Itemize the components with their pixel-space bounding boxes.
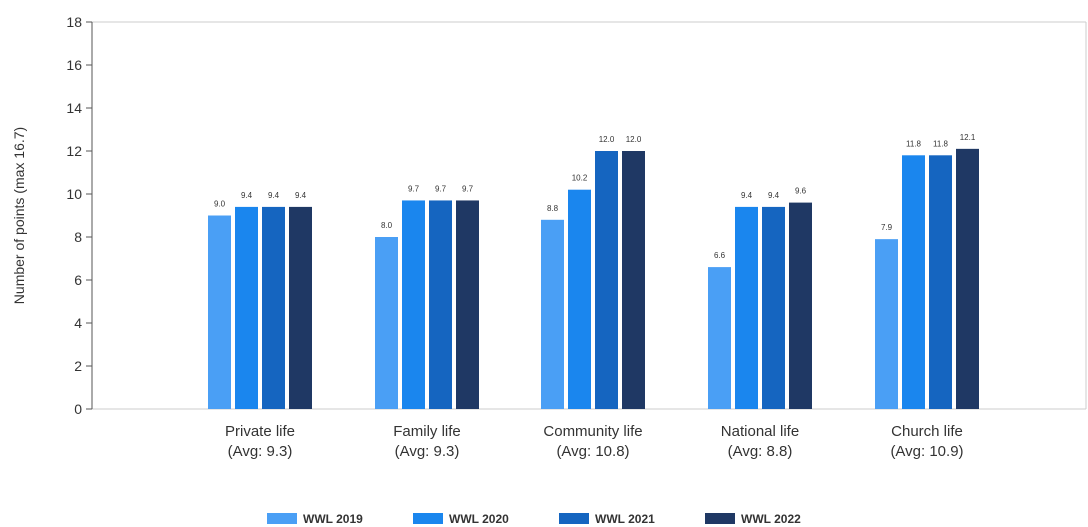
data-label: 8.0 xyxy=(381,221,393,230)
legend-swatch xyxy=(413,513,443,524)
bar xyxy=(595,151,618,409)
legend-swatch xyxy=(559,513,589,524)
bar xyxy=(429,200,452,409)
data-label: 9.6 xyxy=(795,187,807,196)
bar xyxy=(402,200,425,409)
data-label: 11.8 xyxy=(906,139,922,148)
data-label: 9.4 xyxy=(741,191,753,200)
y-tick-label: 16 xyxy=(66,57,82,73)
y-tick-label: 10 xyxy=(66,186,82,202)
y-axis: 0 2 4 6 8 10 12 14 16 18 Number of points (max 16.… xyxy=(11,14,93,417)
y-tick-label: 8 xyxy=(74,229,82,245)
bars xyxy=(208,148,979,409)
legend-swatch xyxy=(705,513,735,524)
legend-label: WWL 2019 xyxy=(303,512,363,526)
bar xyxy=(208,215,231,409)
legend-label: WWL 2021 xyxy=(595,512,655,526)
data-label: 9.4 xyxy=(295,191,307,200)
bar xyxy=(622,151,645,409)
data-label: 10.2 xyxy=(572,174,588,183)
bar xyxy=(568,189,591,409)
data-label: 9.4 xyxy=(768,191,780,200)
bar xyxy=(735,206,758,409)
category-sublabel: (Avg: 8.8) xyxy=(728,443,793,460)
y-tick-label: 2 xyxy=(74,358,82,374)
data-label: 12.1 xyxy=(960,133,976,142)
category-label: National life xyxy=(721,423,799,440)
bar xyxy=(929,155,952,409)
legend-label: WWL 2020 xyxy=(449,512,509,526)
bar xyxy=(456,200,479,409)
data-label: 9.4 xyxy=(241,191,253,200)
data-label: 6.6 xyxy=(714,251,726,260)
category-sublabel: (Avg: 9.3) xyxy=(228,443,293,460)
category-label: Community life xyxy=(543,423,642,440)
data-label: 8.8 xyxy=(547,204,559,213)
y-tick-label: 6 xyxy=(74,272,82,288)
data-label: 9.0 xyxy=(214,200,226,209)
y-tick-label: 12 xyxy=(66,143,82,159)
legend-swatch xyxy=(267,513,297,524)
category-sublabel: (Avg: 10.8) xyxy=(556,443,629,460)
data-label: 9.4 xyxy=(268,191,280,200)
x-axis: Private life (Avg: 9.3) Family life (Avg: 9… xyxy=(225,423,964,460)
bar xyxy=(708,267,731,409)
legend: WWL 2019 WWL 2020 WWL 2021 WWL 2022 xyxy=(267,512,801,526)
category-sublabel: (Avg: 10.9) xyxy=(890,443,963,460)
y-tick-label: 14 xyxy=(66,100,82,116)
y-tick-label: 4 xyxy=(74,315,82,331)
y-tick-label: 0 xyxy=(74,401,82,417)
legend-label: WWL 2022 xyxy=(741,512,801,526)
bar xyxy=(262,206,285,409)
category-label: Private life xyxy=(225,423,295,440)
data-label: 9.7 xyxy=(462,184,474,193)
category-sublabel: (Avg: 9.3) xyxy=(395,443,460,460)
category-label: Church life xyxy=(891,423,963,440)
data-label: 12.0 xyxy=(626,135,642,144)
bar xyxy=(762,206,785,409)
bar xyxy=(235,206,258,409)
bar xyxy=(875,239,898,409)
y-axis-title: Number of points (max 16.7) xyxy=(11,127,27,304)
data-label: 11.8 xyxy=(933,139,949,148)
data-label: 9.7 xyxy=(408,184,420,193)
y-tick-label: 18 xyxy=(66,14,82,30)
data-label: 12.0 xyxy=(599,135,615,144)
bar xyxy=(956,148,979,409)
bar xyxy=(902,155,925,409)
data-labels: 9.0 9.4 9.4 9.4 8.0 9.7 9.7 9.7 8.8 10.2 12.0 12.0 6… xyxy=(214,133,976,260)
bar xyxy=(789,202,812,409)
bar xyxy=(541,219,564,409)
bar xyxy=(375,237,398,409)
data-label: 7.9 xyxy=(881,223,893,232)
category-label: Family life xyxy=(393,423,461,440)
bar xyxy=(289,206,312,409)
data-label: 9.7 xyxy=(435,184,447,193)
